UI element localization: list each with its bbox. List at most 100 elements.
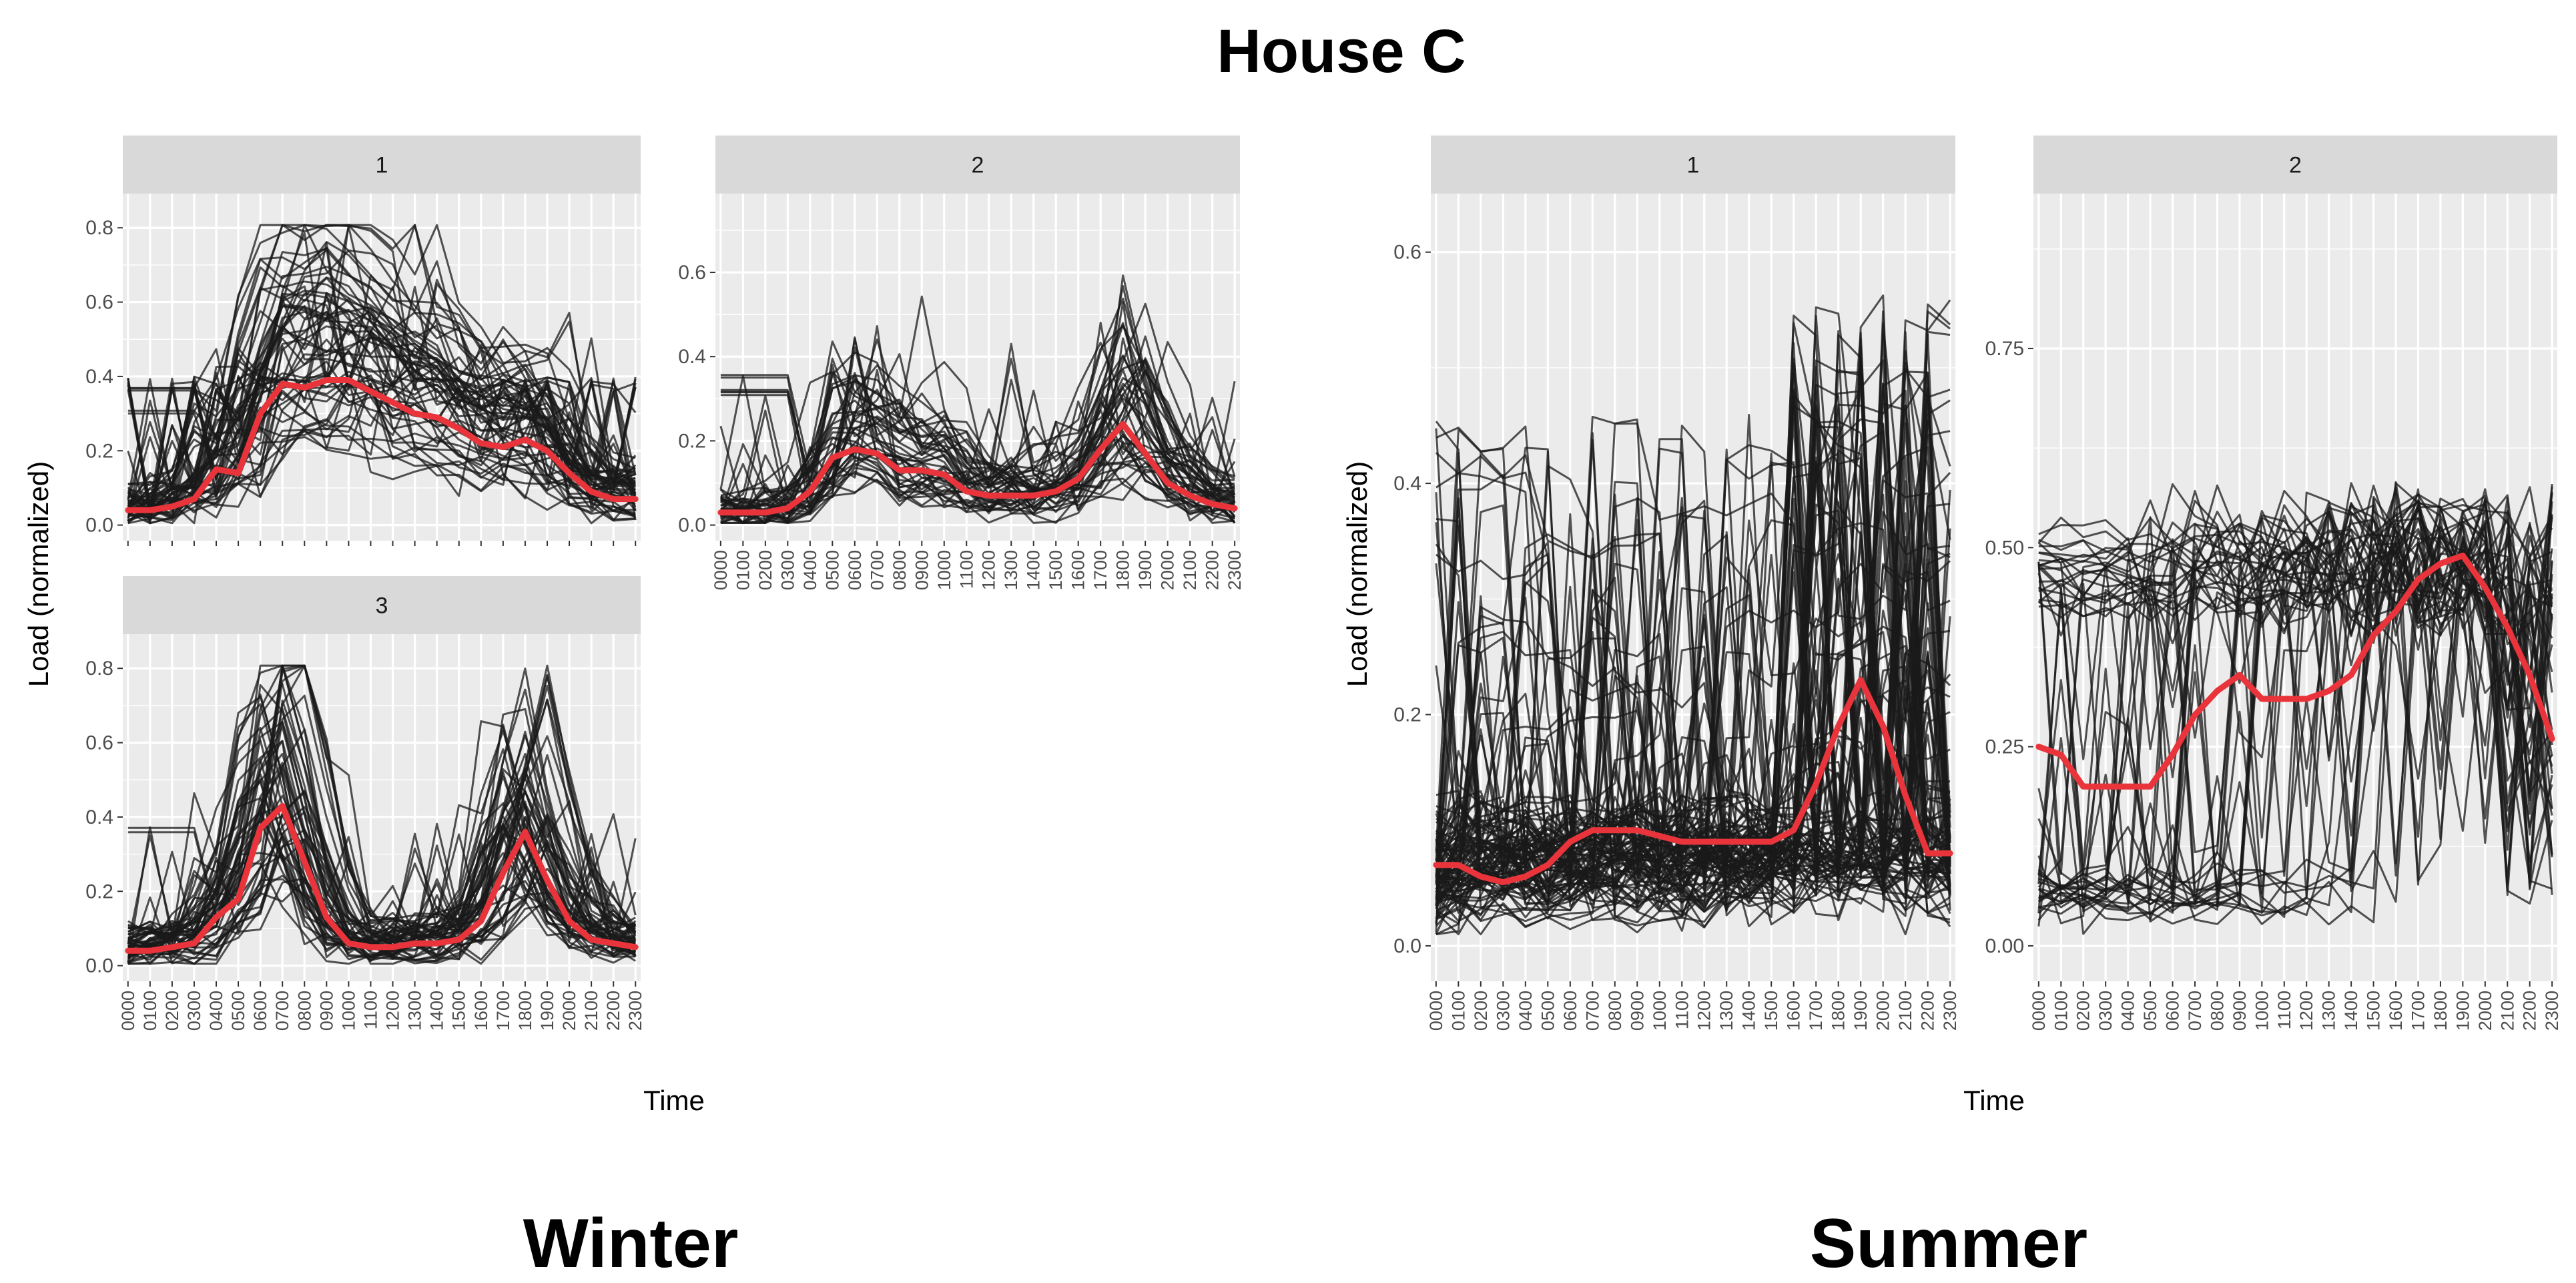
daily-profile-line [2037,488,2553,891]
daily-profile-line [2038,499,2553,880]
x-tick-label: 0700 [867,550,887,590]
x-tick-label: 0200 [755,550,775,590]
x-tick-label: 1400 [1739,991,1759,1031]
x-tick-label: 0200 [162,991,182,1031]
x-tick-label: 2200 [1203,550,1223,590]
x-tick-label: 2100 [581,991,601,1031]
x-tick-label: 2200 [603,991,623,1031]
x-tick-label: 2000 [1873,991,1893,1031]
y-tick-label: 0.0 [678,515,706,537]
x-tick-label: 1100 [2274,991,2294,1029]
y-tick-label: 0.0 [85,515,113,537]
daily-profile-line [1435,368,1951,866]
x-tick-label: 0100 [733,550,753,590]
y-tick-label: 0.6 [85,292,113,314]
x-tick-label: 1100 [1672,991,1692,1029]
x-tick-label: 1600 [1068,550,1088,590]
facet-strip [715,136,1240,194]
daily-profile-line [2038,486,2553,909]
daily-profile-line [127,286,637,518]
y-tick-label: 0.2 [85,880,113,903]
daily-profile-line [127,224,637,505]
y-tick-label: 0.6 [678,262,706,284]
y-tick-label: 0.4 [85,806,113,828]
x-tick-label: 0600 [845,550,865,590]
x-tick-label: 1900 [2453,991,2473,1031]
y-tick-label: 0.00 [1985,935,2024,957]
facet-strip [123,136,641,194]
x-tick-label: 2300 [2542,991,2562,1031]
x-tick-label: 0000 [118,991,138,1031]
daily-profile-line [127,379,636,525]
y-tick-label: 0.6 [1393,242,1421,264]
x-tick-label: 2100 [1895,991,1915,1031]
profile-lines [719,274,1236,524]
daily-profile-line [127,727,637,950]
x-tick-label: 0400 [1516,991,1536,1031]
x-tick-label: 1800 [2431,991,2451,1031]
x-tick-label: 1200 [2296,991,2316,1031]
x-tick-label: 1800 [1113,550,1133,590]
panel-winter-1: 1 0.0 0.2 0.4 0.6 0.8 [85,136,641,546]
y-tick-label: 0.25 [1985,736,2024,758]
x-tick-label: 1200 [383,991,403,1031]
daily-profile-line [1435,837,1951,909]
winter-ylabel: Load (normalized) [23,461,54,688]
x-tick-label: 1600 [2386,991,2406,1031]
x-tick-label: 0100 [2051,991,2071,1031]
x-tick-label: 0000 [1426,991,1446,1031]
daily-profile-line [127,383,636,525]
x-tick-label: 1400 [2341,991,2361,1031]
daily-profile-line [1435,587,1951,921]
x-tick-label: 0500 [1538,991,1558,1031]
y-tick-label: 0.4 [678,346,706,368]
x-tick-label: 2200 [1918,991,1938,1031]
x-tick-label: 1200 [979,550,999,590]
x-tick-label: 1500 [449,991,469,1031]
x-tick-label: 0200 [1471,991,1491,1031]
profile-lines [2037,481,2553,935]
x-tick-label: 1600 [471,991,491,1031]
x-tick-label: 0800 [1605,991,1625,1031]
x-tick-label: 0900 [2230,991,2250,1031]
facet-strip-label: 3 [376,593,388,619]
x-tick-label: 0300 [777,550,797,590]
y-tick-label: 0.0 [1393,935,1421,957]
daily-profile-line [2037,537,2553,935]
x-tick-label: 1700 [2408,991,2428,1031]
x-tick-label: 0200 [2073,991,2094,1031]
x-tick-label: 1300 [2319,991,2339,1031]
daily-profile-line [2038,537,2553,877]
x-tick-label: 0000 [2029,991,2049,1031]
x-tick-label: 0700 [272,991,292,1031]
x-tick-label: 0500 [228,991,248,1031]
x-tick-label: 0900 [316,991,336,1031]
daily-profile-line [127,374,637,511]
winter-xlabel: Time [643,1085,705,1116]
x-tick-label: 2300 [1225,550,1245,590]
daily-profile-line [127,248,636,505]
daily-profile-line [2037,519,2553,917]
daily-profile-line [719,361,1236,513]
daily-profile-line [1435,452,1951,928]
facet-strip [1431,136,1955,194]
daily-profile-line [2037,500,2553,925]
figure-title: House C [1217,17,1466,85]
panel-summer-1: 1 0.0 0.2 0.4 0.6 0000 0100 0200 0300 0400 0500 060… [1393,136,1960,1031]
x-tick-label: 1300 [405,991,425,1031]
mean-profile-line [1433,677,1953,886]
x-tick-label: 1500 [2364,991,2384,1031]
x-tick-label: 2000 [2475,991,2495,1031]
mean-profile-line [125,377,639,513]
x-tick-label: 0700 [1582,991,1602,1031]
x-tick-label: 1900 [537,991,557,1031]
panel-winter-3: 3 0.0 0.2 0.4 0.6 0.8 0000 0100 0200 0300 0400 0500… [85,576,645,1031]
y-tick-label: 0.4 [85,366,113,388]
x-tick-label: 1600 [1784,991,1804,1031]
x-tick-label: 1100 [360,991,380,1029]
x-tick-label: 2100 [2497,991,2517,1031]
x-tick-label: 2100 [1180,550,1200,590]
x-tick-label: 1700 [1090,550,1110,590]
